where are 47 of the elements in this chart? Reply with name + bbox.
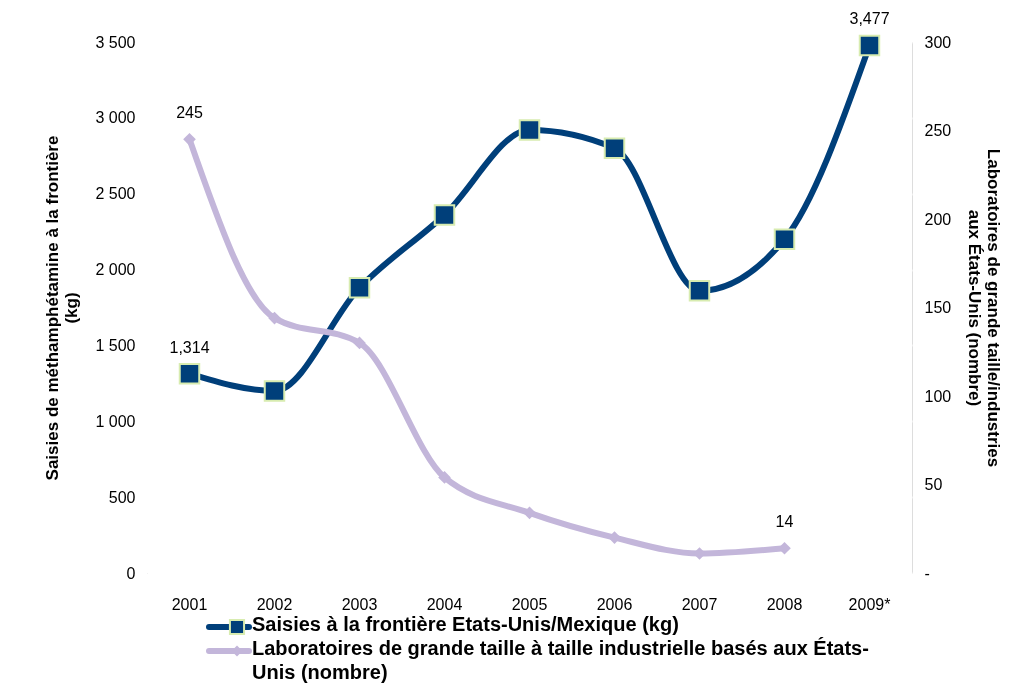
point — [438, 471, 451, 484]
point — [178, 362, 201, 385]
point — [263, 380, 286, 402]
x-tick-label: 2007 — [681, 596, 718, 613]
data-label: 245 — [176, 104, 203, 122]
point — [348, 277, 371, 299]
y2-tick-label: 50 — [924, 476, 943, 493]
x-tick-label: 2004 — [426, 596, 463, 613]
y-tick-label: 3 500 — [95, 33, 136, 51]
y2-tick-label: 150 — [924, 299, 952, 316]
y2-tick-label: 300 — [924, 33, 952, 51]
y-tick-label: 2 500 — [95, 185, 136, 203]
x-tick-label: 2006 — [596, 596, 633, 613]
data-label: 3,477 — [849, 10, 890, 28]
point — [518, 119, 541, 141]
x-tick-label: 2002 — [256, 596, 293, 613]
point — [268, 311, 281, 325]
point — [523, 506, 536, 520]
data-label: 14 — [775, 513, 794, 531]
point — [688, 280, 711, 302]
legend-label: Laboratoires de grande taille à taille industrielle basés aux États-Unis (nombre) — [252, 637, 869, 683]
legend-label: Saisies à la frontière Etats-Unis/Mexique (kg) — [252, 613, 679, 635]
y2-tick-label: 100 — [924, 387, 952, 405]
y-tick-label: 500 — [108, 488, 136, 506]
point — [353, 336, 366, 350]
x-tick-label: 2001 — [171, 596, 208, 613]
x-tick-label: 2009* — [848, 596, 891, 613]
point — [858, 34, 881, 57]
y2-tick-label: - — [924, 564, 930, 582]
y2-axis-title: Laboratoires de grande taille/industries aux États-Unis (nombre) — [965, 148, 1004, 468]
x-tick-label: 2005 — [511, 596, 548, 613]
point — [603, 137, 626, 159]
point — [183, 133, 196, 146]
x-tick-label: 2008 — [766, 596, 803, 613]
y2-tick-label: 200 — [924, 210, 952, 228]
y-tick-label: 1 000 — [95, 412, 136, 430]
y2-tick-label: 250 — [924, 122, 952, 139]
y-tick-label: 2 000 — [95, 261, 136, 279]
point — [773, 228, 796, 250]
x-tick-label: 2003 — [341, 596, 378, 613]
y-axis-title: Saisies de méthamphétamine à la frontière (kg) — [43, 135, 82, 481]
y-tick-label: 0 — [126, 564, 136, 582]
point — [778, 541, 791, 555]
point — [433, 204, 456, 226]
y-tick-label: 3 000 — [95, 109, 136, 127]
y-tick-label: 1 500 — [95, 336, 136, 354]
data-label: 1,314 — [169, 338, 210, 356]
